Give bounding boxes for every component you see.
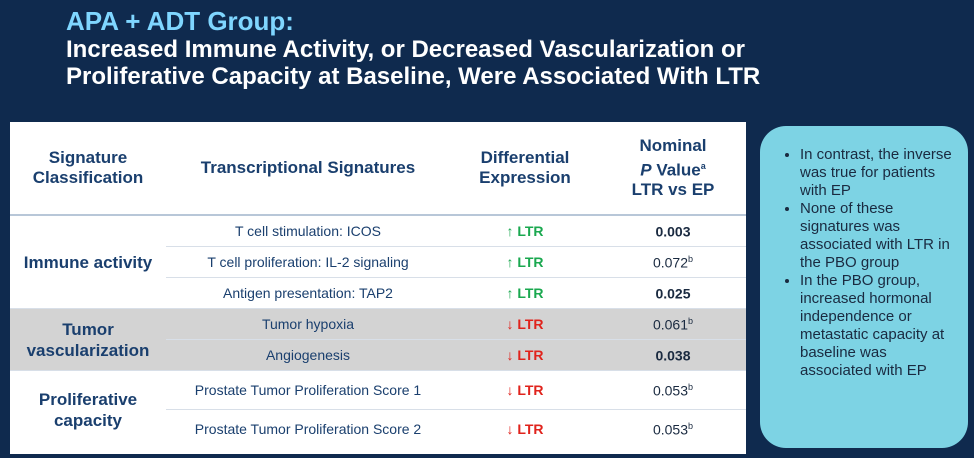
group-immune-activity: Immune activity [10, 215, 166, 309]
table-row: Prostate Tumor Proliferation Score 2 ↓ L… [10, 410, 746, 449]
arrow-down-icon: ↓ [506, 382, 514, 398]
table-row: Proliferative capacity Prostate Tumor Pr… [10, 370, 746, 430]
title-headline-2: Proliferative Capacity at Baseline, Were… [66, 63, 761, 90]
signature-name: T cell proliferation: IL-2 signaling [166, 246, 450, 278]
p-value-cell: 0.053b [600, 370, 746, 410]
p-value-cell: 0.025 [600, 277, 746, 309]
callout-item: In contrast, the inverse was true for pa… [800, 146, 956, 200]
callout-item: In the PBO group, increased hormonal ind… [800, 272, 956, 380]
expression-cell: ↓ LTR [450, 339, 600, 371]
arrow-down-icon: ↓ [506, 421, 514, 437]
expression-cell: ↓ LTR [450, 370, 600, 410]
signature-name: Prostate Tumor Proliferation Score 2 [194, 421, 422, 437]
header-classification: Signature Classification [10, 122, 166, 216]
signature-name: Tumor hypoxia [166, 308, 450, 340]
callout-box: In contrast, the inverse was true for pa… [760, 126, 968, 448]
table-header-row: Signature Classification Transcriptional… [10, 122, 746, 216]
p-value-cell: 0.038 [600, 339, 746, 371]
header-p-value: Nominal P Valuea LTR vs EP [600, 122, 746, 216]
signature-name: Antigen presentation: TAP2 [166, 277, 450, 309]
signature-name: T cell stimulation: ICOS [166, 215, 450, 247]
header-signatures: Transcriptional Signatures [166, 122, 450, 216]
signature-name: Angiogenesis [166, 339, 450, 371]
header-expression: Differential Expression [450, 122, 600, 216]
signature-name: Prostate Tumor Proliferation Score 1 [166, 370, 450, 410]
arrow-down-icon: ↓ [506, 347, 514, 363]
group-tumor-vascularization: Tumor vascularization [10, 308, 166, 371]
arrow-up-icon: ↑ [506, 254, 514, 270]
p-value-cell: 0.003 [600, 215, 746, 247]
expression-cell: ↑ LTR [450, 246, 600, 278]
expression-cell: ↓ LTR [506, 421, 544, 437]
arrow-down-icon: ↓ [506, 316, 514, 332]
group-proliferative-capacity: Proliferative capacity [38, 389, 138, 430]
table-row: Tumor vascularization Tumor hypoxia ↓ LT… [10, 308, 746, 371]
title-headline-1: Increased Immune Activity, or Decreased … [66, 36, 745, 63]
table-row: T cell proliferation: IL-2 signaling ↑ L… [10, 246, 746, 278]
slide-title: APA + ADT Group: Increased Immune Activi… [66, 6, 966, 90]
callout-item: None of these signatures was associated … [800, 200, 956, 272]
p-value-cell: 0.072b [600, 246, 746, 278]
title-group: APA + ADT Group: [66, 6, 294, 36]
arrow-up-icon: ↑ [506, 285, 514, 301]
expression-cell: ↑ LTR [450, 215, 600, 247]
p-value-cell: 0.053b [652, 420, 694, 438]
arrow-up-icon: ↑ [506, 223, 514, 239]
signature-table: Signature Classification Transcriptional… [10, 122, 746, 454]
callout-list: In contrast, the inverse was true for pa… [774, 146, 956, 380]
expression-cell: ↓ LTR [450, 308, 600, 340]
table-row: Angiogenesis ↓ LTR 0.038 [10, 339, 746, 371]
table-row: Immune activity T cell stimulation: ICOS… [10, 215, 746, 309]
expression-cell: ↑ LTR [450, 277, 600, 309]
table-row: Antigen presentation: TAP2 ↑ LTR 0.025 [10, 277, 746, 309]
p-value-cell: 0.061b [600, 308, 746, 340]
